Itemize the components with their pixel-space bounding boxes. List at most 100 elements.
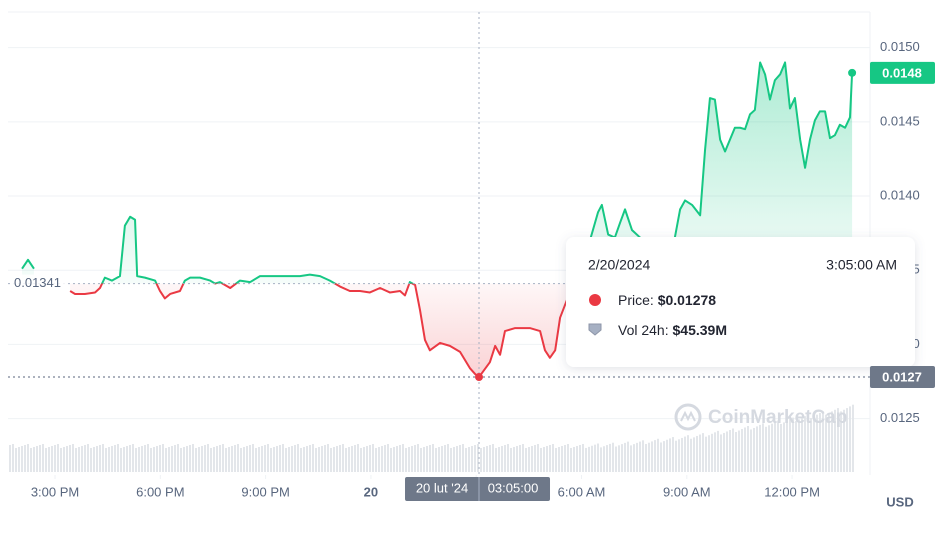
volume-bar bbox=[141, 446, 143, 472]
volume-bar bbox=[75, 448, 77, 472]
volume-bar bbox=[189, 445, 191, 472]
volume-bar bbox=[156, 446, 158, 472]
volume-bar bbox=[30, 448, 32, 472]
data-layer: 0.01341 bbox=[8, 61, 870, 379]
volume-bar bbox=[444, 445, 446, 472]
volume-bar bbox=[399, 445, 401, 472]
x-tick-label: 9:00 PM bbox=[241, 484, 289, 499]
volume-bar bbox=[330, 448, 332, 472]
volume-bar bbox=[174, 445, 176, 472]
volume-bar bbox=[624, 442, 626, 472]
volume-bar bbox=[774, 422, 776, 472]
volume-bar bbox=[567, 444, 569, 472]
volume-bar bbox=[852, 404, 854, 472]
volume-bar bbox=[486, 446, 488, 472]
price-line bbox=[21, 61, 854, 379]
volume-bar bbox=[489, 445, 491, 472]
volume-bar bbox=[393, 447, 395, 472]
volume-bar bbox=[804, 416, 806, 472]
volume-bar bbox=[507, 444, 509, 472]
volume-bar bbox=[153, 447, 155, 472]
volume-bar bbox=[762, 423, 764, 472]
volume-bar bbox=[270, 448, 272, 472]
volume-bar bbox=[840, 411, 842, 472]
volume-bar bbox=[402, 444, 404, 472]
volume-bar bbox=[498, 447, 500, 472]
volume-bar bbox=[78, 447, 80, 472]
volume-bar bbox=[504, 445, 506, 472]
y-tick-label: 0.0125 bbox=[880, 410, 920, 425]
volume-bar bbox=[522, 444, 524, 472]
volume-bar bbox=[447, 444, 449, 472]
volume-bar bbox=[510, 448, 512, 472]
volume-bar bbox=[540, 448, 542, 472]
volume-bar bbox=[231, 446, 233, 472]
baseline-label: 0.01341 bbox=[14, 275, 61, 290]
volume-bar bbox=[717, 430, 719, 472]
volume-bar bbox=[771, 423, 773, 472]
volume-bar bbox=[336, 446, 338, 472]
volume-bar bbox=[234, 445, 236, 472]
volume-bar bbox=[135, 448, 137, 472]
volume-bar bbox=[606, 445, 608, 472]
volume-bar bbox=[678, 439, 680, 472]
volume-bar bbox=[339, 445, 341, 472]
volume-bar bbox=[528, 447, 530, 472]
volume-bar bbox=[45, 448, 47, 472]
x-tick-label: 9:00 AM bbox=[663, 484, 711, 499]
volume-bar bbox=[417, 444, 419, 472]
volume-bar bbox=[822, 411, 824, 472]
volume-bar bbox=[819, 413, 821, 472]
volume-bar bbox=[273, 447, 275, 472]
volume-bar bbox=[363, 447, 365, 472]
watermark-logo bbox=[674, 403, 702, 431]
volume-bar bbox=[321, 446, 323, 472]
volume-bar bbox=[198, 447, 200, 472]
volume-bar bbox=[288, 447, 290, 472]
volume-bar bbox=[285, 448, 287, 472]
volume-bar bbox=[837, 408, 839, 472]
volume-bar bbox=[675, 440, 677, 472]
volume-bar bbox=[54, 445, 56, 472]
volume-bar bbox=[381, 446, 383, 472]
volume-bar bbox=[807, 414, 809, 472]
volume-bar bbox=[354, 445, 356, 472]
price-area bbox=[22, 62, 853, 378]
volume-bar bbox=[648, 442, 650, 472]
volume-bar bbox=[87, 444, 89, 472]
volume-bar bbox=[726, 431, 728, 472]
volume-bar bbox=[501, 446, 503, 472]
volume-bar bbox=[696, 435, 698, 472]
volume-bar bbox=[246, 446, 248, 472]
volume-bar bbox=[261, 446, 263, 472]
volume-bar bbox=[138, 447, 140, 472]
volume-bar bbox=[660, 442, 662, 472]
volume-bar bbox=[411, 446, 413, 472]
volume-bar bbox=[645, 444, 647, 472]
volume-bar bbox=[21, 446, 23, 472]
volume-bar bbox=[549, 445, 551, 472]
volume-bar bbox=[612, 442, 614, 472]
volume-bar bbox=[471, 446, 473, 472]
tooltip: 2/20/2024 3:05:00 AM Price: $0.01278 Vol… bbox=[566, 237, 915, 367]
volume-bar bbox=[594, 444, 596, 472]
volume-bar bbox=[708, 435, 710, 472]
volume-bar bbox=[279, 445, 281, 472]
volume-bar bbox=[738, 430, 740, 472]
volume-bar bbox=[816, 414, 818, 472]
volume-bar bbox=[33, 447, 35, 472]
volume-bar bbox=[600, 447, 602, 472]
volume-bar bbox=[357, 444, 359, 472]
volume-bar bbox=[534, 445, 536, 472]
volume-bar bbox=[516, 446, 518, 472]
volume-bar bbox=[414, 445, 416, 472]
volume-bar bbox=[36, 446, 38, 472]
volume-bar bbox=[102, 444, 104, 472]
volume-bar bbox=[783, 422, 785, 472]
volume-bar bbox=[849, 406, 851, 472]
volume-bar bbox=[780, 423, 782, 472]
volume-bar bbox=[219, 445, 221, 472]
volume-bar bbox=[60, 448, 62, 472]
volume-bar bbox=[711, 433, 713, 472]
